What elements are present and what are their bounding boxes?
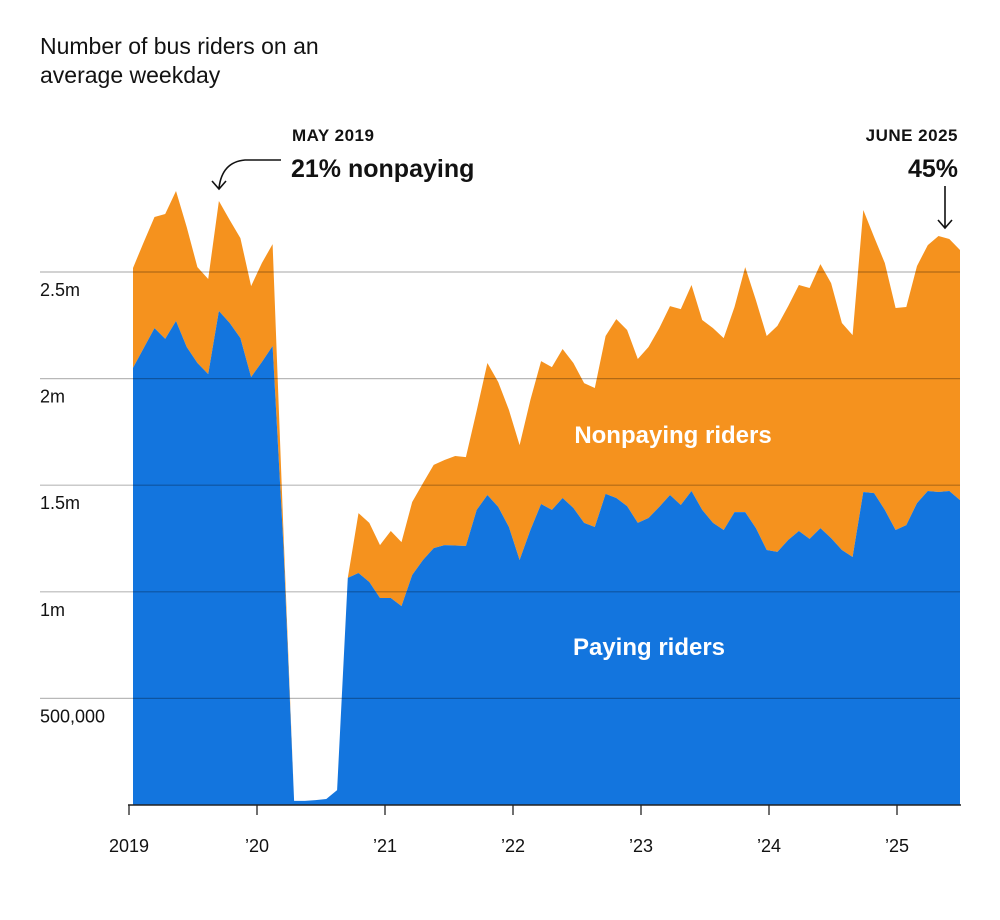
y-tick-label: 1m: [40, 600, 65, 620]
nonpaying-riders-area: [133, 191, 960, 801]
y-tick-label: 500,000: [40, 706, 105, 726]
y-tick-label: 1.5m: [40, 493, 80, 513]
x-tick-label: ’22: [501, 836, 525, 856]
curved-arrow-icon: [211, 159, 281, 191]
paying-riders-area: [133, 311, 960, 805]
annotation-june-2025-text: 45%: [908, 155, 958, 183]
x-tick-label: ’23: [629, 836, 653, 856]
x-tick-label: ’25: [885, 836, 909, 856]
paying-riders-label: Paying riders: [573, 634, 725, 661]
down-arrow-icon: [937, 186, 953, 230]
y-tick-label: 2.5m: [40, 280, 80, 300]
x-tick-label: ’21: [373, 836, 397, 856]
x-tick-label: ’20: [245, 836, 269, 856]
nonpaying-riders-label: Nonpaying riders: [574, 422, 771, 449]
annotation-may-2019-date: MAY 2019: [292, 126, 374, 145]
annotation-may-2019-text: 21% nonpaying: [291, 155, 474, 183]
x-tick-label: 2019: [109, 836, 149, 856]
annotation-june-2025-date: JUNE 2025: [866, 126, 958, 145]
chart-title: Number of bus riders on an average weekd…: [40, 33, 319, 88]
x-tick-label: ’24: [757, 836, 781, 856]
y-tick-label: 2m: [40, 387, 65, 407]
